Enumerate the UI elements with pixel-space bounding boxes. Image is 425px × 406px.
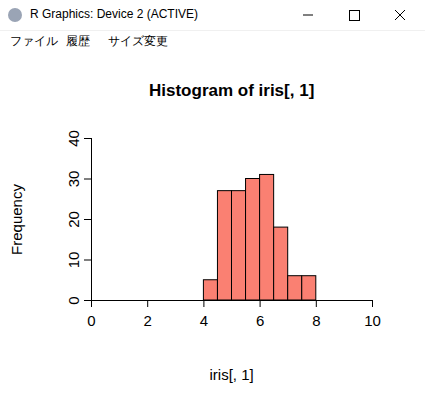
html-text:ファイル: ファイル xyxy=(10,34,58,48)
svg-text:10: 10 xyxy=(65,252,82,269)
svg-text:8: 8 xyxy=(312,312,320,329)
html-text:履歴: 履歴 xyxy=(66,34,90,48)
html-text:Frequency: Frequency xyxy=(7,183,25,255)
svg-text:30: 30 xyxy=(65,171,82,188)
html-text:R Graphics: Device 2 (ACTIVE): R Graphics: Device 2 (ACTIVE) xyxy=(30,7,198,21)
svg-text:0: 0 xyxy=(65,296,82,304)
html-text:iris[, 1]: iris[, 1] xyxy=(209,366,254,383)
svg-text:6: 6 xyxy=(256,312,264,329)
svg-text:2: 2 xyxy=(144,312,152,329)
svg-text:0: 0 xyxy=(87,312,95,329)
html-text:Histogram of iris[, 1]: Histogram of iris[, 1] xyxy=(149,81,315,100)
html-text:サイズ変更: サイズ変更 xyxy=(108,34,168,48)
svg-text:10: 10 xyxy=(364,312,381,329)
svg-text:20: 20 xyxy=(65,211,82,228)
svg-text:40: 40 xyxy=(65,130,82,147)
svg-text:4: 4 xyxy=(200,312,208,329)
